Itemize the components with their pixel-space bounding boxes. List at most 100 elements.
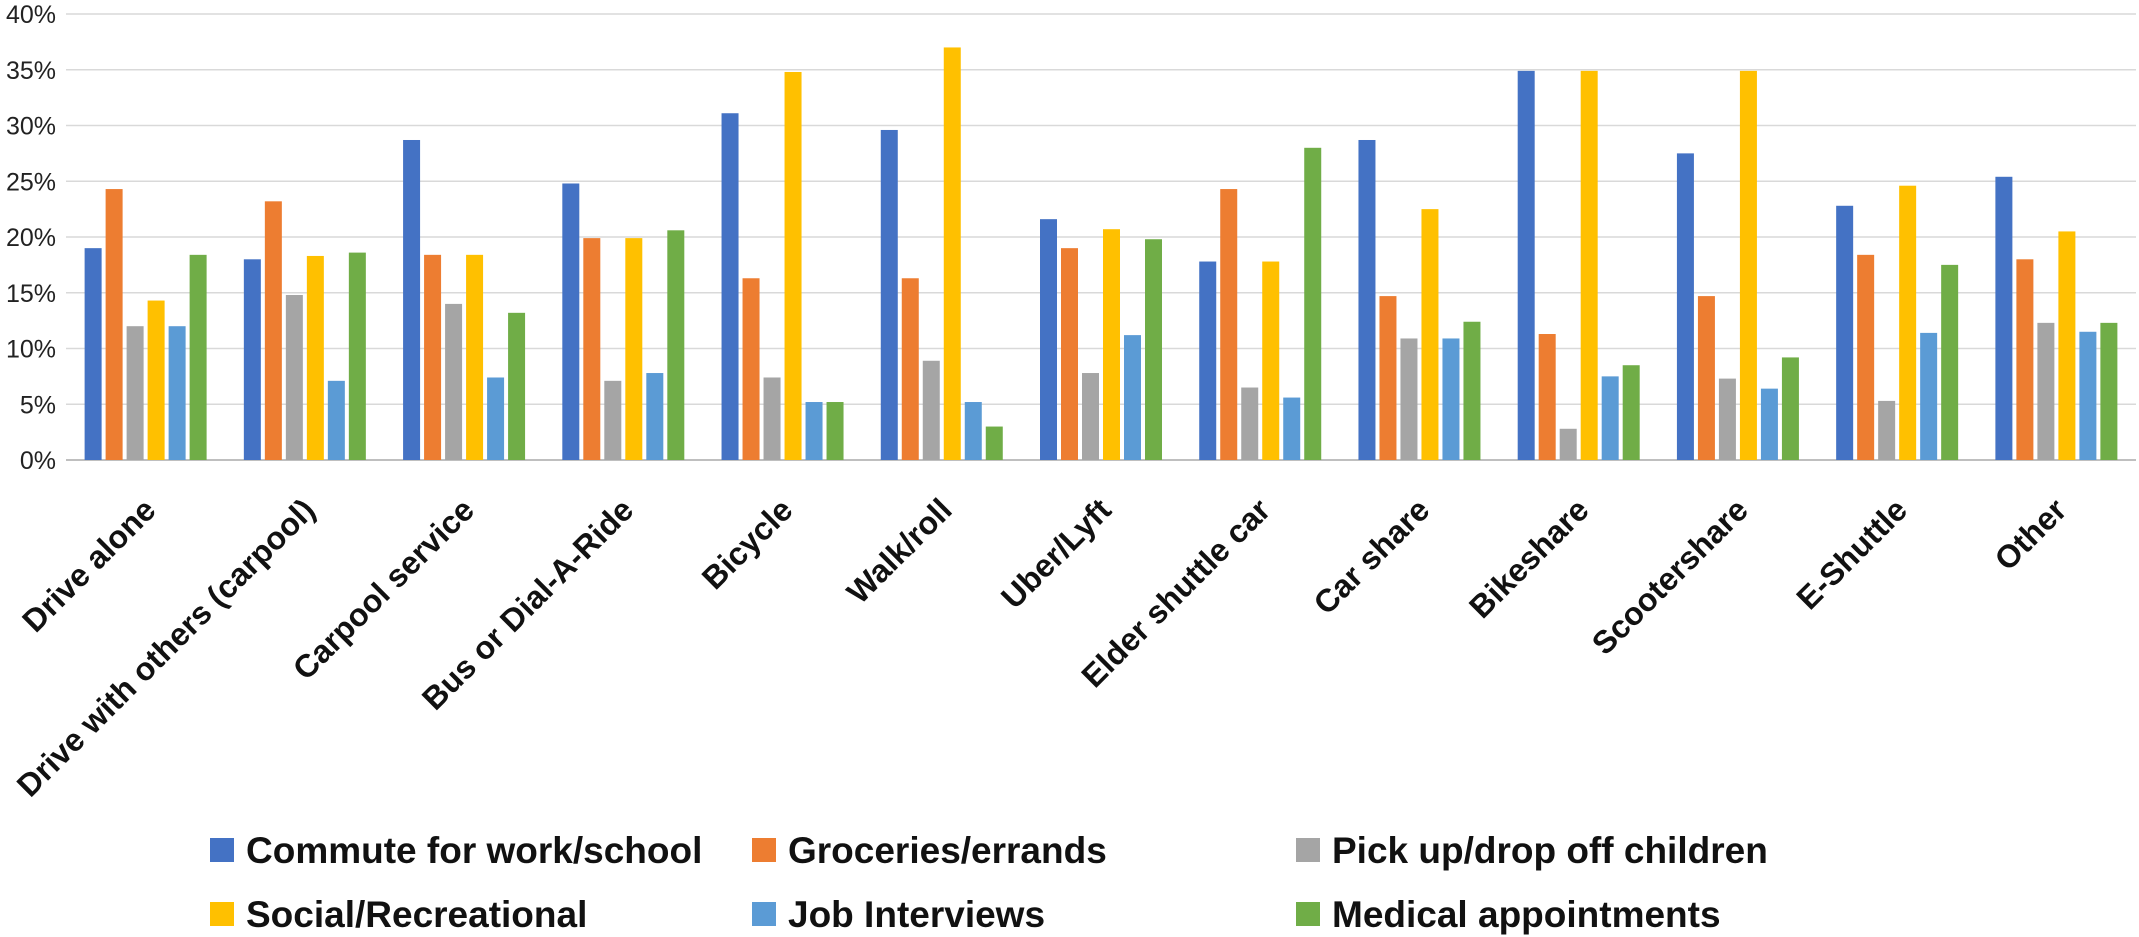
- legend-item: Medical appointments: [1296, 894, 1721, 935]
- bar: [742, 278, 760, 460]
- y-tick-label: 35%: [6, 57, 56, 85]
- legend-item: Social/Recreational: [210, 894, 587, 935]
- y-tick-label: 5%: [20, 391, 56, 419]
- legend-label: Commute for work/school: [246, 830, 702, 871]
- legend: Commute for work/school Groceries/errands…: [210, 830, 1768, 935]
- x-tick-label: Other: [1988, 491, 2074, 577]
- bar: [306, 255, 324, 460]
- bars-layer: [84, 47, 2118, 461]
- bar: [1103, 229, 1120, 460]
- bar: [1739, 70, 1757, 461]
- bar: [126, 326, 144, 460]
- legend-swatch: [752, 838, 776, 862]
- bar-group: [1199, 147, 1322, 461]
- bar: [2079, 331, 2097, 460]
- bar: [964, 402, 982, 460]
- bar: [1760, 388, 1778, 460]
- bar: [264, 201, 282, 460]
- bar: [1442, 338, 1460, 460]
- bar: [2100, 322, 2118, 460]
- bar: [880, 129, 898, 460]
- x-tick-label: Bikeshare: [1462, 491, 1596, 625]
- x-tick-label: Walk/roll: [840, 491, 959, 610]
- bar: [243, 259, 261, 460]
- bar: [901, 278, 919, 460]
- y-tick-label: 0%: [20, 447, 56, 475]
- y-tick-label: 40%: [6, 1, 56, 29]
- bar: [168, 326, 186, 460]
- legend-label: Pick up/drop off children: [1332, 830, 1768, 871]
- x-tick-label: Car share: [1307, 491, 1437, 621]
- bar: [583, 238, 601, 460]
- bar: [1304, 147, 1322, 461]
- x-tick-label: Drive alone: [15, 491, 162, 638]
- bar: [1580, 70, 1598, 461]
- bar: [1040, 219, 1057, 460]
- bar: [1241, 387, 1259, 460]
- y-tick-label: 20%: [6, 224, 56, 252]
- bar-group: [403, 139, 526, 460]
- bar: [147, 300, 165, 460]
- bar: [1262, 261, 1280, 460]
- bar: [1995, 176, 2013, 461]
- x-tick-label: Uber/Lyft: [994, 491, 1118, 615]
- bar: [2016, 259, 2034, 460]
- bar: [189, 254, 207, 460]
- grid-layer: [66, 13, 2136, 461]
- bar: [667, 230, 685, 460]
- bar: [1836, 205, 1854, 460]
- bar: [348, 252, 366, 460]
- bar: [1283, 397, 1301, 460]
- legend-swatch: [752, 902, 776, 926]
- x-tick-label: E-Shuttle: [1789, 491, 1914, 616]
- bar: [105, 189, 123, 460]
- legend-swatch: [210, 838, 234, 862]
- bar: [1857, 254, 1875, 460]
- bar: [1676, 153, 1694, 460]
- bar-group: [1836, 185, 1959, 460]
- bar: [2037, 322, 2055, 460]
- bar: [1718, 378, 1736, 460]
- bar: [1421, 209, 1439, 460]
- bar-group: [1040, 219, 1162, 460]
- y-tick-label: 10%: [6, 336, 56, 364]
- bar: [1601, 376, 1619, 460]
- legend-swatch: [1296, 902, 1320, 926]
- bar-group: [1676, 70, 1799, 461]
- bar-group: [880, 47, 1003, 460]
- x-tick-label: Scootershare: [1585, 491, 1755, 661]
- bar: [84, 248, 102, 460]
- bar: [1781, 357, 1799, 460]
- y-axis: 0% 5% 10% 15% 20% 25% 30% 35% 40%: [6, 1, 56, 475]
- bar: [285, 294, 303, 460]
- legend-item: Job Interviews: [752, 894, 1045, 935]
- bar: [1920, 332, 1938, 460]
- legend-label: Groceries/errands: [788, 830, 1107, 871]
- legend-item: Commute for work/school: [210, 830, 702, 871]
- bar: [805, 402, 823, 460]
- bar: [403, 139, 421, 460]
- bar: [646, 373, 664, 460]
- bar: [1061, 248, 1078, 460]
- bar: [985, 426, 1003, 460]
- bar: [1697, 296, 1715, 460]
- bar-group: [243, 201, 366, 460]
- legend-label: Job Interviews: [788, 894, 1045, 935]
- legend-item: Groceries/errands: [752, 830, 1107, 871]
- bar: [922, 360, 940, 460]
- bar-group: [84, 189, 207, 460]
- y-tick-label: 25%: [6, 168, 56, 196]
- bar: [826, 402, 844, 460]
- bar: [1082, 373, 1099, 460]
- bar: [721, 113, 739, 461]
- y-tick-label: 30%: [6, 113, 56, 141]
- legend-label: Medical appointments: [1332, 894, 1721, 935]
- bar-group: [721, 71, 844, 461]
- bar: [1220, 189, 1238, 460]
- bar: [784, 71, 802, 460]
- bar: [2058, 231, 2076, 460]
- bar: [625, 238, 643, 460]
